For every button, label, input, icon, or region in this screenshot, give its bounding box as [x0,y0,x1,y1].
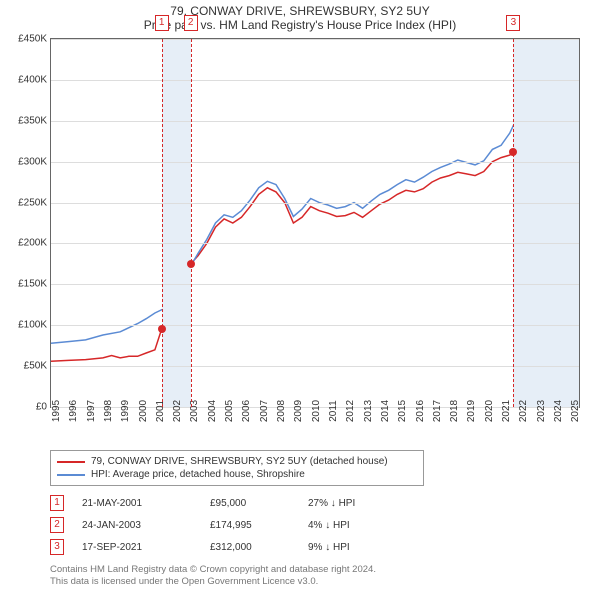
event-marker-2: 2 [50,517,64,533]
gridline-h [51,325,579,326]
x-axis-label: 2009 [293,400,304,422]
event-marker-box: 1 [155,15,169,31]
y-axis-label: £50K [24,361,51,372]
legend-row: HPI: Average price, detached house, Shro… [57,468,417,481]
footer-attribution: Contains HM Land Registry data © Crown c… [50,564,600,589]
events-table: 1 21-MAY-2001 £95,000 27% ↓ HPI 2 24-JAN… [50,492,600,558]
chart-plot-area: £0£50K£100K£150K£200K£250K£300K£350K£400… [50,38,580,408]
event-marker-box: 2 [184,15,198,31]
y-axis-label: £200K [18,238,51,249]
x-axis-label: 2005 [224,400,235,422]
x-axis-label: 1997 [86,400,97,422]
x-axis-label: 1998 [103,400,114,422]
event-price: £95,000 [210,498,290,509]
gridline-h [51,162,579,163]
y-axis-label: £150K [18,279,51,290]
x-axis-label: 2007 [259,400,270,422]
x-axis-label: 2023 [536,400,547,422]
x-axis-label: 1996 [68,400,79,422]
event-vline [162,39,163,407]
y-axis-label: £450K [18,34,51,45]
shaded-band [162,39,191,407]
footer-line-2: This data is licensed under the Open Gov… [50,576,600,588]
x-axis-label: 2022 [518,400,529,422]
shaded-band [513,39,579,407]
x-axis-label: 2006 [241,400,252,422]
x-axis-label: 2011 [328,400,339,422]
legend-row: 79, CONWAY DRIVE, SHREWSBURY, SY2 5UY (d… [57,455,417,468]
event-row: 1 21-MAY-2001 £95,000 27% ↓ HPI [50,492,600,514]
x-axis-label: 2018 [449,400,460,422]
gridline-h [51,80,579,81]
event-dot [509,148,517,156]
chart-lines-svg [51,39,579,407]
x-axis-label: 2008 [276,400,287,422]
event-row: 2 24-JAN-2003 £174,995 4% ↓ HPI [50,514,600,536]
y-axis-label: £250K [18,197,51,208]
x-axis-label: 2001 [155,400,166,422]
event-date: 21-MAY-2001 [82,498,192,509]
event-date: 24-JAN-2003 [82,520,192,531]
event-dot [187,260,195,268]
event-dot [158,325,166,333]
x-axis-label: 2012 [345,400,356,422]
event-date: 17-SEP-2021 [82,542,192,553]
x-axis-label: 2020 [484,400,495,422]
footer-line-1: Contains HM Land Registry data © Crown c… [50,564,600,576]
event-delta: 27% ↓ HPI [308,498,418,509]
gridline-h [51,366,579,367]
x-axis-label: 2024 [553,400,564,422]
event-vline [513,39,514,407]
gridline-h [51,121,579,122]
event-marker-1: 1 [50,495,64,511]
gridline-h [51,243,579,244]
event-marker-3: 3 [50,539,64,555]
y-axis-label: £350K [18,115,51,126]
legend-box: 79, CONWAY DRIVE, SHREWSBURY, SY2 5UY (d… [50,450,424,486]
event-price: £312,000 [210,542,290,553]
x-axis-label: 2016 [415,400,426,422]
x-axis-label: 2010 [311,400,322,422]
x-axis-label: 2002 [172,400,183,422]
gridline-h [51,39,579,40]
legend-swatch-price-paid [57,461,85,463]
event-delta: 4% ↓ HPI [308,520,418,531]
event-delta: 9% ↓ HPI [308,542,418,553]
x-axis-label: 1999 [120,400,131,422]
x-axis-label: 2025 [570,400,581,422]
x-axis-label: 2013 [363,400,374,422]
legend-label-price-paid: 79, CONWAY DRIVE, SHREWSBURY, SY2 5UY (d… [91,456,388,467]
series-price_paid [51,113,577,362]
event-marker-box: 3 [506,15,520,31]
gridline-h [51,203,579,204]
x-axis-label: 2015 [397,400,408,422]
event-price: £174,995 [210,520,290,531]
x-axis-label: 2017 [432,400,443,422]
event-vline [191,39,192,407]
x-axis-label: 2021 [501,400,512,422]
x-axis-label: 2014 [380,400,391,422]
x-axis-label: 1995 [51,400,62,422]
y-axis-label: £400K [18,74,51,85]
x-axis-label: 2000 [138,400,149,422]
gridline-h [51,284,579,285]
legend-swatch-hpi [57,474,85,476]
event-row: 3 17-SEP-2021 £312,000 9% ↓ HPI [50,536,600,558]
legend-label-hpi: HPI: Average price, detached house, Shro… [91,469,305,480]
x-axis-label: 2004 [207,400,218,422]
x-axis-label: 2019 [466,400,477,422]
y-axis-label: £100K [18,320,51,331]
y-axis-label: £300K [18,156,51,167]
y-axis-label: £0 [36,402,51,413]
